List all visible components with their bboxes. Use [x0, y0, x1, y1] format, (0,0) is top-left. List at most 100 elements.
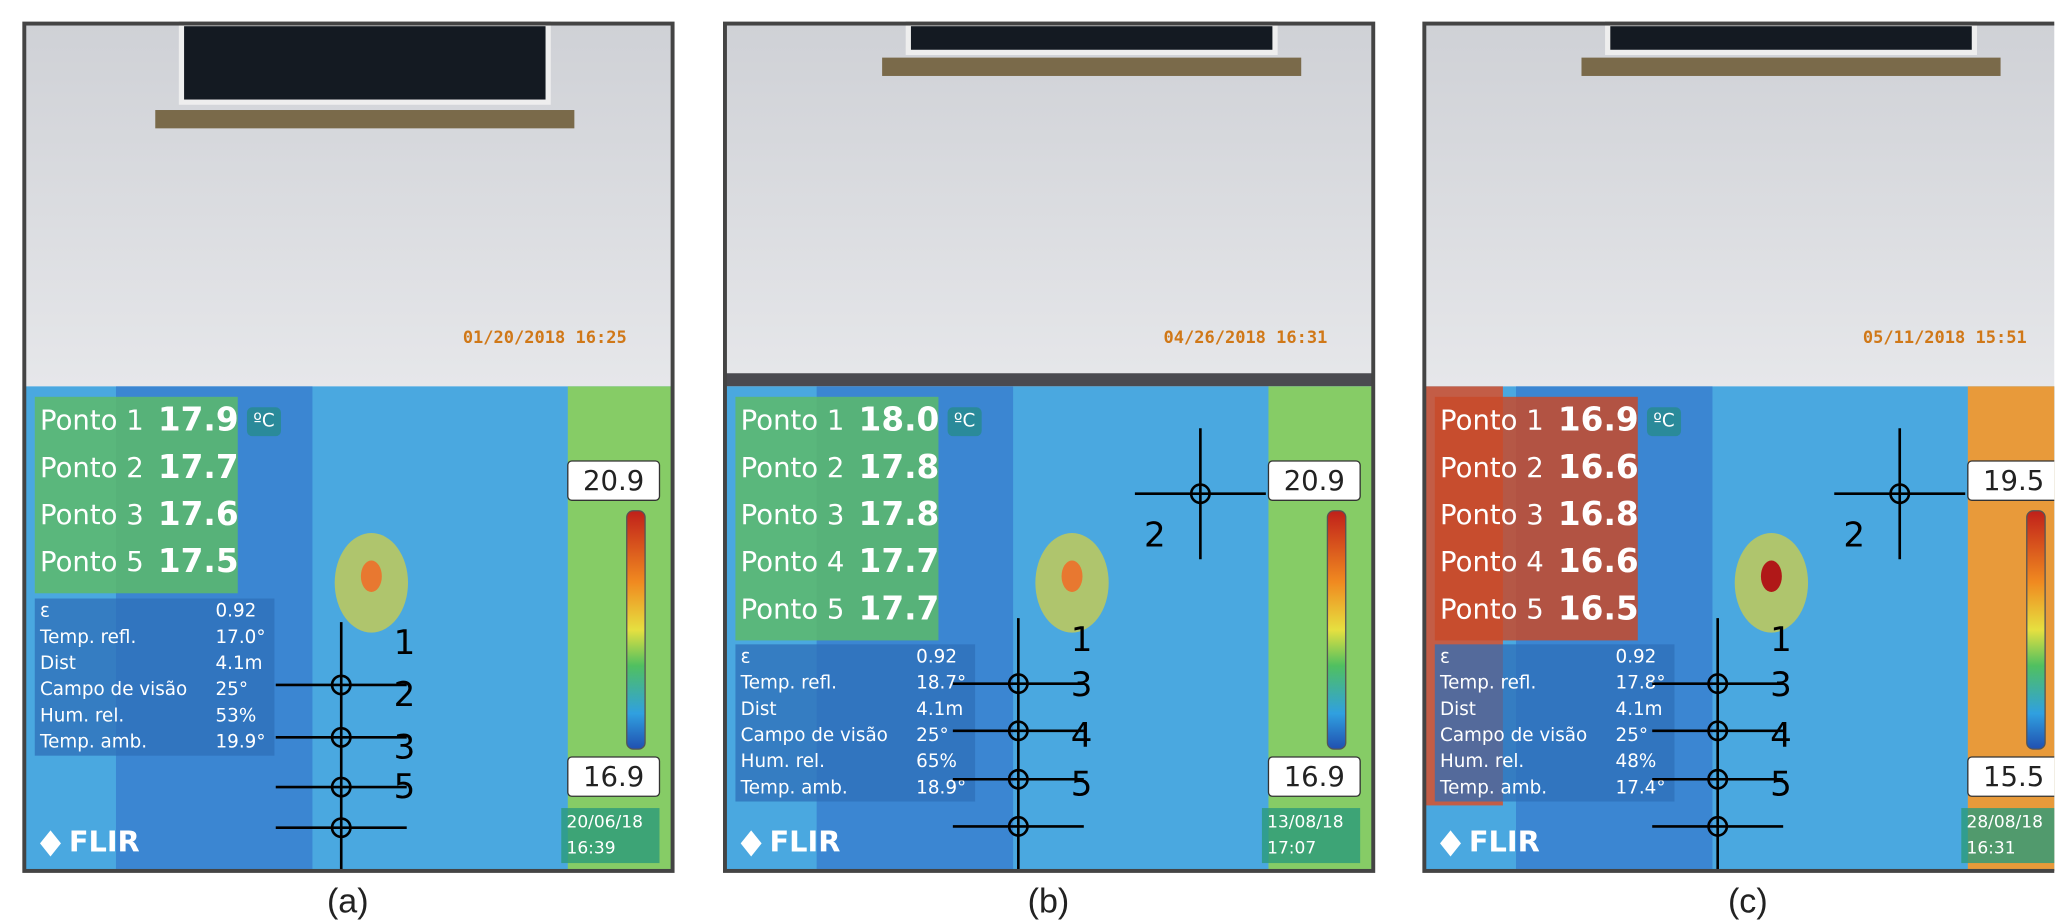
point-value: 17.7	[158, 448, 239, 486]
thermal-spot-core	[361, 561, 382, 592]
param-value: 25°	[216, 679, 249, 700]
time: 16:31	[1967, 839, 2016, 859]
panel: 01/20/2018 16:25 Ponto 1 17.9 Ponto 2 17.7 Po…	[24, 24, 672, 921]
point-value: 18.0	[859, 401, 940, 439]
param-label: Campo de visão	[741, 725, 888, 746]
marker-label: 5	[1770, 764, 1792, 804]
marker-label: 1	[394, 623, 416, 663]
param-value: 25°	[1616, 725, 1649, 746]
param-label: Temp. refl.	[1439, 673, 1536, 694]
param-label: Hum. rel.	[741, 751, 825, 772]
marker-label: 3	[394, 728, 416, 768]
unit: ºC	[1653, 411, 1674, 432]
scale-min: 15.5	[1983, 761, 2044, 793]
param-label: Temp. amb.	[1439, 777, 1547, 798]
point-label: Ponto 1	[1440, 405, 1544, 437]
caption: (b)	[1028, 883, 1070, 921]
param-label: Hum. rel.	[40, 705, 124, 726]
time: 16:39	[567, 839, 616, 859]
caption: (a)	[327, 883, 369, 921]
point-label: Ponto 5	[40, 546, 144, 578]
point-label: Ponto 2	[40, 452, 144, 484]
param-label: ε	[741, 646, 751, 667]
marker-label: 5	[394, 767, 416, 807]
point-label: Ponto 2	[741, 452, 845, 484]
point-label: Ponto 3	[40, 499, 144, 531]
param-value: 19.9°	[216, 732, 266, 753]
thermal-spot-core	[1761, 561, 1782, 592]
date: 13/08/18	[1267, 812, 1343, 832]
param-value: 17.4°	[1616, 777, 1666, 798]
marker-label: 3	[1770, 665, 1792, 705]
brand: FLIR	[69, 824, 140, 858]
point-label: Ponto 4	[741, 546, 845, 578]
param-label: Dist	[741, 699, 777, 720]
scale-max: 20.9	[583, 465, 644, 497]
scale-bar	[627, 511, 645, 749]
point-label: Ponto 2	[1440, 452, 1544, 484]
param-label: Campo de visão	[1440, 725, 1587, 746]
point-value: 17.7	[859, 589, 940, 627]
scale-max: 20.9	[1284, 465, 1345, 497]
param-label: ε	[40, 601, 50, 622]
marker-label: 4	[1071, 716, 1093, 756]
point-value: 17.6	[158, 495, 239, 533]
param-label: Dist	[1440, 699, 1476, 720]
point-label: Ponto 1	[40, 405, 144, 437]
param-value: 4.1m	[916, 699, 963, 720]
panels: 01/20/2018 16:25 Ponto 1 17.9 Ponto 2 17.7 Po…	[24, 24, 2055, 921]
point-value: 17.9	[158, 401, 239, 439]
param-value: 0.92	[916, 646, 957, 667]
point-value: 16.9	[1558, 401, 1639, 439]
param-label: Temp. refl.	[740, 673, 837, 694]
panel: 05/11/2018 15:51 Ponto 1 16.9 Ponto 2 16.6 Po…	[1424, 24, 2055, 921]
time: 17:07	[1267, 839, 1316, 859]
point-label: Ponto 5	[741, 593, 845, 625]
point-value: 16.6	[1558, 542, 1639, 580]
point-value: 17.8	[859, 495, 940, 533]
thermal-warm-strip	[1268, 386, 1373, 871]
param-value: 18.9°	[916, 777, 966, 798]
point-value: 17.7	[859, 542, 940, 580]
brand: FLIR	[1469, 824, 1540, 858]
point-label: Ponto 3	[741, 499, 845, 531]
param-value: 17.0°	[216, 627, 266, 648]
window	[1608, 24, 1975, 53]
marker-label: 1	[1071, 620, 1093, 660]
unit: ºC	[253, 411, 274, 432]
date: 28/08/18	[1967, 812, 2043, 832]
param-value: 4.1m	[216, 653, 263, 674]
point-label: Ponto 4	[1440, 546, 1544, 578]
scale-min: 16.9	[583, 761, 644, 793]
point-label: Ponto 1	[741, 405, 845, 437]
param-value: 48%	[1616, 751, 1657, 772]
sill	[1581, 58, 2000, 76]
param-value: 0.92	[1616, 646, 1657, 667]
scale-min: 16.9	[1284, 761, 1345, 793]
brand: FLIR	[769, 824, 840, 858]
sill	[155, 110, 574, 128]
param-label: Dist	[40, 653, 76, 674]
param-label: Hum. rel.	[1440, 751, 1524, 772]
marker-label: 1	[1770, 620, 1792, 660]
marker-label: 2	[1144, 515, 1166, 555]
param-value: 65%	[916, 751, 957, 772]
window	[908, 24, 1275, 53]
scale-bar	[2027, 511, 2045, 749]
sill	[882, 58, 1301, 76]
photo-timestamp: 01/20/2018 16:25	[463, 328, 627, 348]
point-label: Ponto 5	[1440, 593, 1544, 625]
marker-label: 2	[394, 675, 416, 715]
point-value: 17.8	[859, 448, 940, 486]
point-value: 16.5	[1558, 589, 1639, 627]
param-value: 25°	[916, 725, 949, 746]
param-label: Temp. amb.	[39, 732, 147, 753]
marker-label: 5	[1071, 764, 1093, 804]
scale-max: 19.5	[1983, 465, 2044, 497]
param-label: Temp. amb.	[740, 777, 848, 798]
point-value: 16.6	[1558, 448, 1639, 486]
point-value: 17.5	[158, 542, 239, 580]
thermal-warm-strip	[568, 386, 673, 871]
photo-timestamp: 05/11/2018 15:51	[1863, 328, 2027, 348]
